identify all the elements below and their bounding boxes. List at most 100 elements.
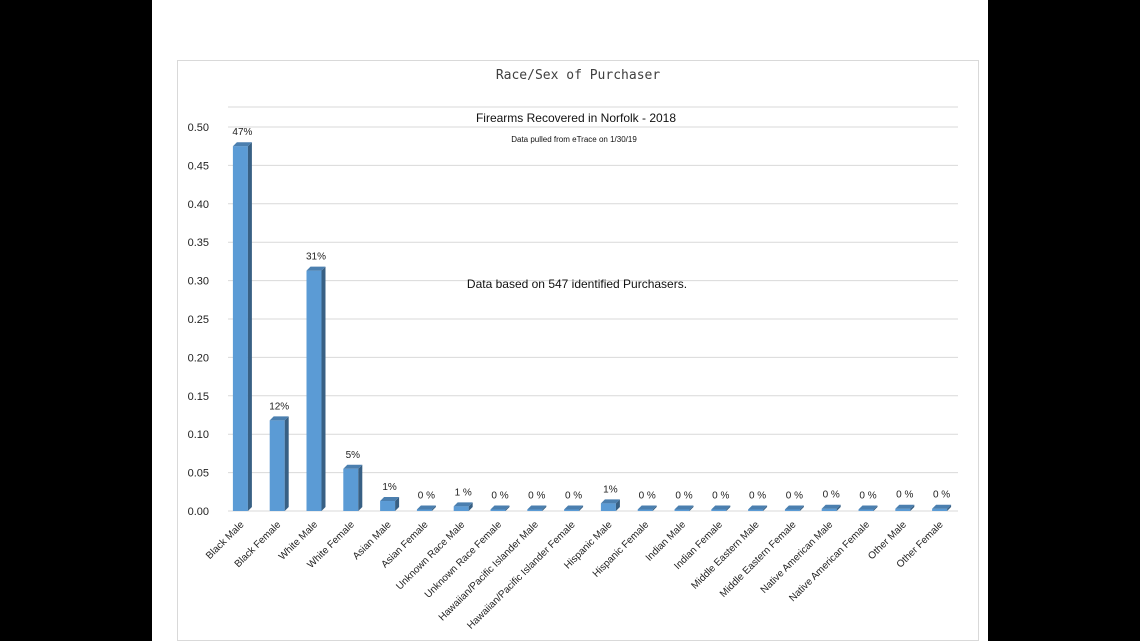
category-label: Middle Eastern Male — [689, 519, 762, 592]
bar-side — [873, 505, 878, 511]
chart-subtitle: Firearms Recovered in Norfolk - 2018 — [476, 111, 676, 125]
bar-side — [689, 505, 694, 511]
bar-top — [858, 505, 878, 510]
data-label: 0 % — [823, 490, 840, 501]
bar — [269, 416, 289, 511]
bar-front — [932, 508, 948, 511]
bar-top — [232, 142, 252, 147]
bar-front — [269, 420, 285, 511]
bar-side — [579, 505, 584, 511]
bar — [711, 505, 731, 511]
bar-front — [748, 509, 764, 511]
bar-front — [674, 509, 690, 511]
data-label: 12% — [269, 401, 289, 412]
bars — [232, 142, 952, 511]
bar-front — [453, 506, 469, 511]
data-label: 0 % — [565, 490, 582, 501]
bar-front — [600, 503, 616, 511]
y-tick-label: 0.05 — [188, 468, 209, 480]
data-label: 0 % — [528, 490, 545, 501]
gridlines — [228, 106, 958, 512]
bar-top — [380, 497, 400, 502]
bar-top — [269, 416, 289, 421]
bar-front — [490, 509, 506, 511]
bar-side — [910, 504, 915, 511]
bar-top — [564, 505, 584, 510]
category-label: Unknown Race Male — [394, 519, 467, 592]
bar-top — [527, 505, 547, 510]
bar-top — [821, 504, 841, 509]
bar-top — [343, 464, 363, 469]
bar-top — [784, 505, 804, 510]
bar-side — [321, 266, 326, 511]
bar-front — [527, 509, 543, 511]
bar-top — [637, 505, 657, 510]
bar-top — [674, 505, 694, 510]
bar — [784, 505, 804, 511]
bar — [932, 504, 952, 511]
bar-side — [836, 504, 841, 511]
bar-side — [615, 499, 620, 511]
bar-top — [711, 505, 731, 510]
y-tick-label: 0.20 — [188, 352, 209, 364]
bar — [490, 505, 510, 511]
bar-side — [763, 505, 768, 511]
bar — [380, 497, 400, 511]
data-label: 0 % — [859, 490, 876, 501]
bar-top — [453, 502, 473, 507]
data-labels: 47% 12% 31% 5% 1% 0 % 1 % 0 % 0 % 0 % 1% 0 % 0 % 0 % 0… — [232, 127, 950, 501]
bar-side — [652, 505, 657, 511]
y-tick-label: 0.50 — [188, 122, 209, 134]
data-label: 31% — [306, 252, 326, 263]
data-label: 0 % — [786, 490, 803, 501]
purchaser-count-annotation: Data based on 547 identified Purchasers. — [467, 277, 687, 291]
bar-front — [306, 270, 322, 511]
data-label: 1 % — [455, 487, 472, 498]
data-label: 0 % — [712, 490, 729, 501]
bar — [821, 504, 841, 511]
bar-side — [799, 505, 804, 511]
data-label: 0 % — [639, 490, 656, 501]
bar-front — [380, 501, 396, 511]
bar — [637, 505, 657, 511]
data-label: 1% — [382, 482, 397, 493]
bar — [453, 502, 473, 511]
y-tick-label: 0.40 — [188, 199, 209, 211]
y-axis-ticks: 0.00 0.05 0.10 0.15 0.20 0.25 0.30 0.35 0.40 0.45… — [188, 122, 209, 518]
bar-side — [542, 505, 547, 511]
data-label: 5% — [346, 450, 361, 461]
category-label: Native American Male — [759, 519, 836, 596]
bar — [674, 505, 694, 511]
y-tick-label: 0.30 — [188, 276, 209, 288]
bar-front — [858, 509, 874, 511]
bar-front — [784, 509, 800, 511]
data-label: 0 % — [491, 490, 508, 501]
bar-side — [358, 464, 363, 511]
data-label: 0 % — [418, 490, 435, 501]
bar-side — [247, 142, 252, 511]
y-tick-label: 0.45 — [188, 160, 209, 172]
bar-side — [431, 505, 436, 511]
bar — [306, 266, 326, 511]
data-label: 0 % — [675, 490, 692, 501]
bar — [343, 464, 363, 511]
bar-front — [821, 508, 837, 511]
bar-front — [895, 508, 911, 511]
bar — [748, 505, 768, 511]
bar-top — [600, 499, 620, 504]
bar-side — [947, 504, 952, 511]
bar — [527, 505, 547, 511]
y-tick-label: 0.00 — [188, 506, 209, 518]
bar-front — [343, 468, 359, 511]
bar — [232, 142, 252, 511]
data-label: 47% — [232, 127, 252, 138]
bar — [858, 505, 878, 511]
bar — [416, 505, 436, 511]
chart-title: Race/Sex of Purchaser — [495, 68, 661, 83]
bar-side — [284, 416, 289, 511]
bar — [564, 505, 584, 511]
y-tick-label: 0.10 — [188, 429, 209, 441]
bar-top — [490, 505, 510, 510]
